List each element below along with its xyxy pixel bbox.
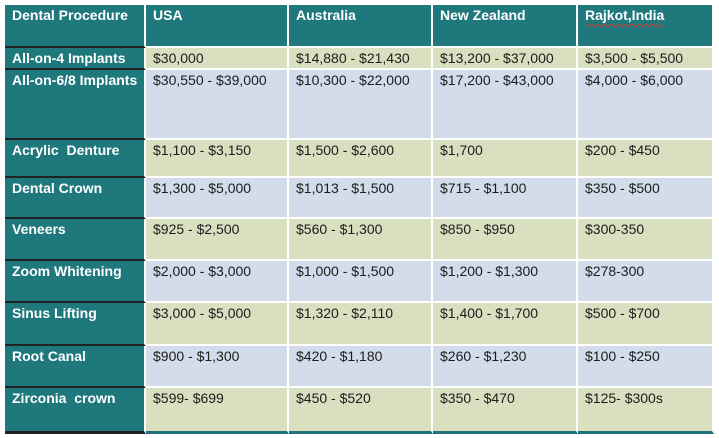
procedure-cell: Zoom Whitening [5, 261, 146, 304]
procedure-cell: All-on-6/8 Implants [5, 70, 146, 141]
price-cell: $200 - $450 [578, 140, 714, 179]
price-cell: $500 - $700 [578, 303, 714, 347]
price-cell: $1,000 - $1,500 [289, 261, 433, 304]
price-cell: $1,100 - $3,150 [146, 140, 289, 179]
table-row: Zoom Whitening $2,000 - $3,000 $1,000 - $1… [5, 261, 714, 304]
price-cell: $30,550 - $39,000 [146, 70, 289, 141]
price-cell: $4,000 - $6,000 [578, 70, 714, 141]
dental-cost-table: Dental Procedure USA Australia New Zeala… [5, 5, 714, 435]
price-cell: $420 - $1,180 [289, 346, 433, 389]
procedure-cell: Root Canal [5, 346, 146, 389]
procedure-cell: Veneers [5, 219, 146, 262]
price-cell: $13,200 - $37,000 [433, 48, 578, 71]
cost-table-body: All-on-4 Implants $30,000 $14,880 - $21,43… [5, 48, 714, 435]
price-cell: $300-350 [578, 219, 714, 262]
price-cell: $1,320 - $2,110 [289, 303, 433, 347]
price-cell: $715 - $1,100 [433, 178, 578, 220]
price-cell: $30,000 [146, 48, 289, 71]
procedure-cell: Acrylic Denture [5, 140, 146, 179]
price-cell: $560 - $1,300 [289, 219, 433, 262]
procedure-cell: Sinus Lifting [5, 303, 146, 347]
price-cell: $350 - $470 [433, 388, 578, 435]
price-cell: $350 - $500 [578, 178, 714, 220]
price-cell: $17,200 - $43,000 [433, 70, 578, 141]
column-header-rajkot-india: Rajkot,India [578, 5, 714, 48]
price-cell: $850 - $950 [433, 219, 578, 262]
price-cell: $1,300 - $5,000 [146, 178, 289, 220]
table-row: Dental Crown $1,300 - $5,000 $1,013 - $1,5… [5, 178, 714, 220]
table-row: Veneers $925 - $2,500 $560 - $1,300 $850 - … [5, 219, 714, 262]
table-row: Acrylic Denture $1,100 - $3,150 $1,500 - $… [5, 140, 714, 179]
price-cell: $1,013 - $1,500 [289, 178, 433, 220]
header-row: Dental Procedure USA Australia New Zeala… [5, 5, 714, 48]
price-cell: $125- $300s [578, 388, 714, 435]
table-header: Dental Procedure USA Australia New Zeala… [5, 5, 714, 48]
price-cell: $10,300 - $22,000 [289, 70, 433, 141]
price-cell: $1,200 - $1,300 [433, 261, 578, 304]
column-header-new-zealand: New Zealand [433, 5, 578, 48]
price-cell: $450 - $520 [289, 388, 433, 435]
price-cell: $1,400 - $1,700 [433, 303, 578, 347]
table-row: Root Canal $900 - $1,300 $420 - $1,180 $260… [5, 346, 714, 389]
column-header-australia: Australia [289, 5, 433, 48]
price-cell: $1,700 [433, 140, 578, 179]
procedure-cell: Zirconia crown [5, 388, 146, 435]
table-row: All-on-6/8 Implants $30,550 - $39,000 $10,… [5, 70, 714, 141]
table-row: All-on-4 Implants $30,000 $14,880 - $21,43… [5, 48, 714, 71]
price-cell: $3,000 - $5,000 [146, 303, 289, 347]
price-cell: $925 - $2,500 [146, 219, 289, 262]
price-cell: $260 - $1,230 [433, 346, 578, 389]
procedure-cell: All-on-4 Implants [5, 48, 146, 71]
table-row: Sinus Lifting $3,000 - $5,000 $1,320 - $2,… [5, 303, 714, 347]
column-header-procedure: Dental Procedure [5, 5, 146, 48]
price-cell: $599- $699 [146, 388, 289, 435]
table-row: Zirconia crown $599- $699 $450 - $520 $350 … [5, 388, 714, 435]
price-cell: $100 - $250 [578, 346, 714, 389]
price-cell: $3,500 - $5,500 [578, 48, 714, 71]
column-header-usa: USA [146, 5, 289, 48]
rajkot-india-label: Rajkot,India [585, 7, 665, 23]
price-cell: $278-300 [578, 261, 714, 304]
price-cell: $14,880 - $21,430 [289, 48, 433, 71]
procedure-cell: Dental Crown [5, 178, 146, 220]
price-cell: $2,000 - $3,000 [146, 261, 289, 304]
price-cell: $900 - $1,300 [146, 346, 289, 389]
price-cell: $1,500 - $2,600 [289, 140, 433, 179]
